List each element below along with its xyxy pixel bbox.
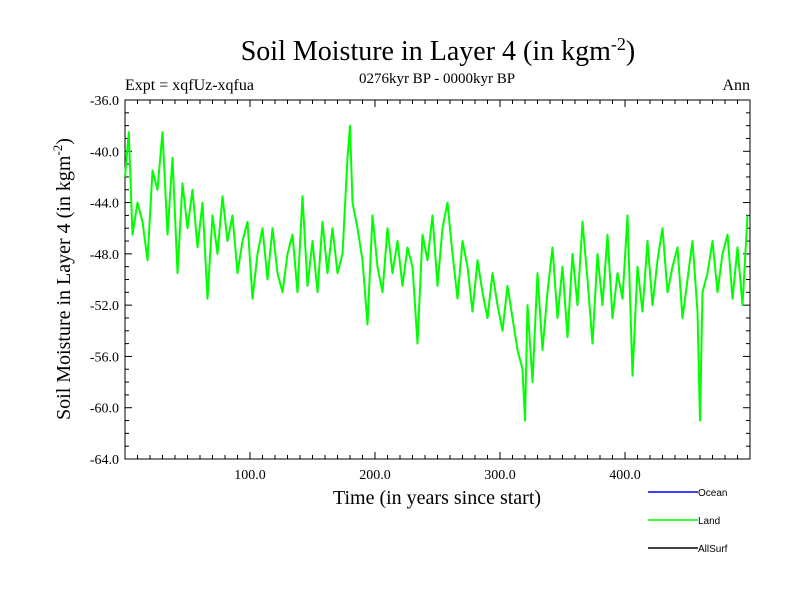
x-tick-label: 200.0 (359, 468, 391, 483)
y-tick-label: -60.0 (90, 402, 119, 417)
legend-label-land: Land (698, 516, 720, 527)
y-tick-label: -52.0 (90, 299, 119, 314)
legend-label-allsurf: AllSurf (698, 544, 728, 555)
y-tick-label: -36.0 (90, 94, 119, 109)
chart-subtitle: 0276kyr BP - 0000kyr BP (359, 71, 515, 87)
chart-title: Soil Moisture in Layer 4 (in kgm-2) (241, 34, 636, 67)
x-axis-label: Time (in years since start) (333, 487, 541, 509)
y-tick-label: -48.0 (90, 248, 119, 263)
experiment-label: Expt = xqfUz-xqfua (125, 77, 254, 94)
x-axis-ticks: 100.0 200.0 300.0 400.0 (124, 100, 751, 483)
legend-label-ocean: Ocean (698, 488, 727, 499)
y-axis-label: Soil Moisture in Layer 4 (in kgm-2) (50, 138, 75, 420)
y-tick-label: -64.0 (90, 453, 119, 468)
y-axis-ticks: -36.0 -40.0 -44.0 -48.0 -52.0 -56.0 -60.0 -64.0 (90, 94, 750, 468)
series-line-land (124, 124, 749, 422)
legend: Ocean Land AllSurf (648, 488, 728, 555)
y-tick-label: -44.0 (90, 197, 119, 212)
series-layer (124, 124, 749, 422)
x-tick-label: 300.0 (484, 468, 516, 483)
season-label: Ann (722, 77, 750, 94)
x-tick-label: 100.0 (234, 468, 266, 483)
x-tick-label: 400.0 (609, 468, 641, 483)
y-tick-label: -40.0 (90, 145, 119, 160)
y-tick-label: -56.0 (90, 350, 119, 365)
